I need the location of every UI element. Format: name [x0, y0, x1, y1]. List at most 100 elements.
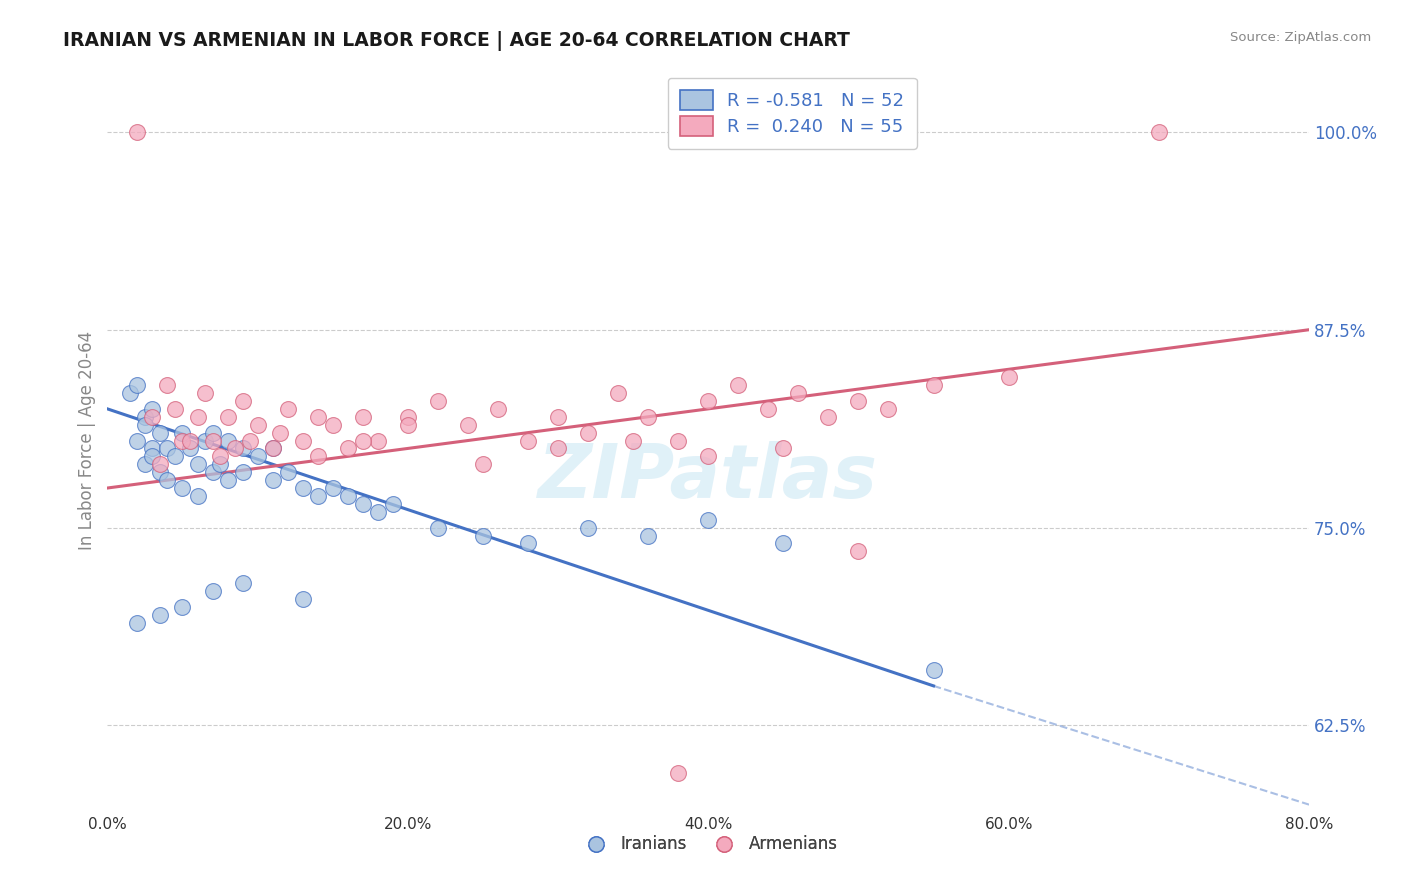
- Point: [396, 417, 419, 432]
- Point: [697, 450, 720, 464]
- Point: [232, 576, 254, 591]
- Point: [172, 434, 194, 448]
- Point: [848, 393, 870, 408]
- Point: [217, 473, 239, 487]
- Point: [426, 520, 449, 534]
- Point: [134, 457, 156, 471]
- Point: [457, 417, 479, 432]
- Point: [471, 457, 494, 471]
- Point: [127, 378, 149, 392]
- Point: [186, 489, 208, 503]
- Point: [322, 417, 344, 432]
- Point: [134, 409, 156, 424]
- Point: [217, 409, 239, 424]
- Point: [179, 434, 201, 448]
- Point: [163, 401, 186, 416]
- Point: [291, 434, 314, 448]
- Legend: Iranians, Armenians: Iranians, Armenians: [572, 829, 844, 860]
- Point: [134, 417, 156, 432]
- Point: [149, 457, 172, 471]
- Point: [621, 434, 644, 448]
- Point: [127, 125, 149, 139]
- Point: [396, 409, 419, 424]
- Point: [201, 425, 224, 440]
- Point: [352, 409, 374, 424]
- Point: [194, 386, 217, 401]
- Point: [367, 505, 389, 519]
- Point: [186, 409, 208, 424]
- Point: [194, 434, 217, 448]
- Point: [156, 473, 179, 487]
- Point: [607, 386, 630, 401]
- Text: Source: ZipAtlas.com: Source: ZipAtlas.com: [1230, 31, 1371, 45]
- Point: [772, 536, 794, 550]
- Point: [426, 393, 449, 408]
- Point: [172, 599, 194, 614]
- Point: [381, 497, 404, 511]
- Point: [269, 425, 291, 440]
- Point: [277, 465, 299, 479]
- Point: [141, 450, 163, 464]
- Point: [547, 409, 569, 424]
- Point: [156, 442, 179, 456]
- Point: [149, 465, 172, 479]
- Point: [727, 378, 749, 392]
- Point: [291, 481, 314, 495]
- Point: [848, 544, 870, 558]
- Point: [232, 393, 254, 408]
- Point: [239, 434, 262, 448]
- Y-axis label: In Labor Force | Age 20-64: In Labor Force | Age 20-64: [79, 331, 96, 550]
- Text: ZIPatlas: ZIPatlas: [538, 442, 879, 514]
- Point: [697, 393, 720, 408]
- Point: [262, 442, 284, 456]
- Point: [163, 450, 186, 464]
- Point: [697, 513, 720, 527]
- Point: [637, 409, 659, 424]
- Point: [1147, 125, 1170, 139]
- Point: [547, 442, 569, 456]
- Point: [817, 409, 839, 424]
- Point: [787, 386, 810, 401]
- Point: [637, 528, 659, 542]
- Point: [179, 442, 201, 456]
- Point: [209, 450, 232, 464]
- Point: [149, 425, 172, 440]
- Point: [772, 442, 794, 456]
- Point: [756, 401, 779, 416]
- Point: [307, 489, 329, 503]
- Point: [118, 386, 141, 401]
- Point: [246, 450, 269, 464]
- Point: [262, 473, 284, 487]
- Point: [307, 450, 329, 464]
- Point: [186, 457, 208, 471]
- Point: [172, 425, 194, 440]
- Point: [877, 401, 900, 416]
- Point: [201, 434, 224, 448]
- Point: [224, 442, 246, 456]
- Point: [666, 766, 689, 780]
- Point: [352, 434, 374, 448]
- Point: [172, 481, 194, 495]
- Point: [217, 434, 239, 448]
- Point: [576, 520, 599, 534]
- Point: [201, 583, 224, 598]
- Point: [209, 457, 232, 471]
- Point: [922, 378, 945, 392]
- Point: [322, 481, 344, 495]
- Point: [486, 401, 509, 416]
- Point: [336, 489, 359, 503]
- Point: [149, 607, 172, 622]
- Point: [141, 442, 163, 456]
- Point: [291, 591, 314, 606]
- Point: [232, 465, 254, 479]
- Point: [127, 434, 149, 448]
- Point: [127, 615, 149, 630]
- Point: [156, 378, 179, 392]
- Point: [336, 442, 359, 456]
- Point: [141, 409, 163, 424]
- Point: [352, 497, 374, 511]
- Point: [262, 442, 284, 456]
- Point: [307, 409, 329, 424]
- Point: [367, 434, 389, 448]
- Point: [666, 434, 689, 448]
